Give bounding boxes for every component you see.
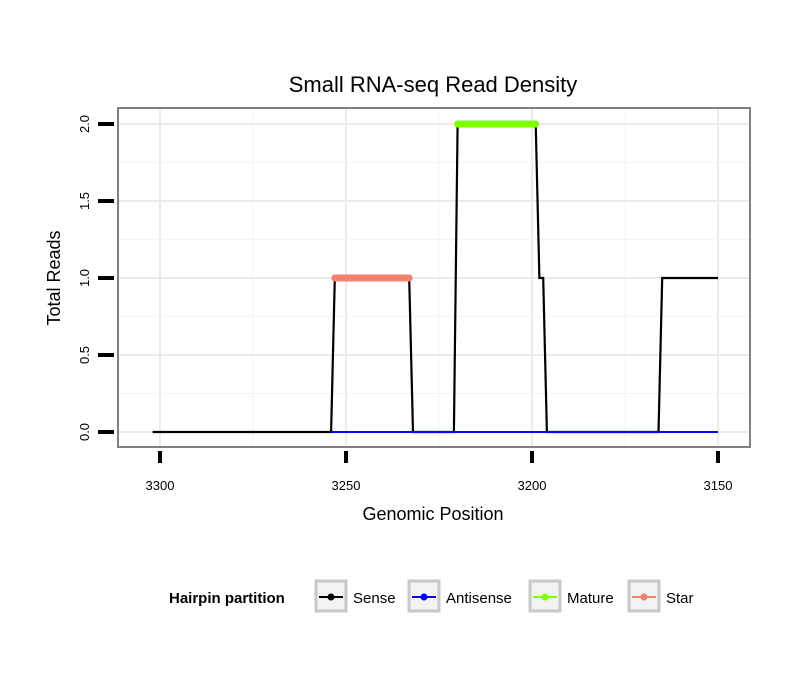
- plot-panel: [117, 107, 751, 448]
- x-tick-label: 3300: [146, 478, 175, 493]
- y-tick-label: 0.0: [77, 423, 92, 441]
- legend-label-sense: Sense: [353, 590, 396, 607]
- x-tick-label: 3150: [704, 478, 733, 493]
- legend-key-dot: [541, 593, 549, 601]
- chart-title: Small RNA-seq Read Density: [289, 72, 578, 97]
- legend-title: Hairpin partition: [169, 590, 285, 607]
- y-tick-label: 1.5: [77, 192, 92, 210]
- legend-key-dot: [327, 593, 335, 601]
- x-tick-label: 3200: [518, 478, 547, 493]
- grid: [118, 108, 750, 447]
- legend-key-dot: [640, 593, 648, 601]
- legend-label-mature: Mature: [567, 590, 614, 607]
- legend-label-antisense: Antisense: [446, 590, 512, 607]
- x-tick-label: 3250: [332, 478, 361, 493]
- x-axis-title: Genomic Position: [362, 504, 503, 524]
- legend-key-dot: [420, 593, 428, 601]
- legend-label-star: Star: [666, 590, 694, 607]
- axes: 3300 3250 3200 3150 0.0 0.5 1.0 1.5 2.0: [77, 115, 732, 493]
- series-layer: [152, 120, 718, 434]
- y-tick-label: 2.0: [77, 115, 92, 133]
- legend: Hairpin partition Sense Antisense Mature St…: [169, 579, 694, 613]
- y-tick-label: 0.5: [77, 346, 92, 364]
- y-tick-label: 1.0: [77, 269, 92, 287]
- y-axis-title: Total Reads: [44, 230, 64, 325]
